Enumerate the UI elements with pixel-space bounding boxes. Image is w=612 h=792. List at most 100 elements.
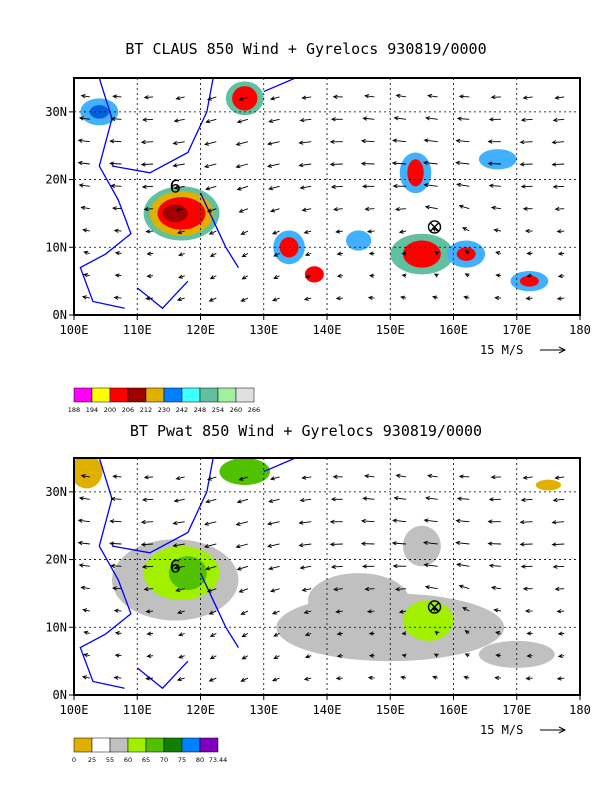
gyre-center-cross bbox=[430, 602, 440, 612]
wind-vector bbox=[422, 540, 438, 545]
colorbar-label: 260 bbox=[230, 406, 242, 414]
wind-vector bbox=[362, 564, 375, 569]
wind-vector bbox=[173, 498, 185, 503]
wind-vector bbox=[176, 677, 185, 682]
x-tick-label: 110E bbox=[123, 323, 152, 337]
wind-vector bbox=[393, 496, 407, 501]
colorbar-swatch bbox=[199, 737, 219, 753]
pwat-shading bbox=[74, 458, 103, 489]
colorbar-label: 73.44 bbox=[209, 756, 228, 764]
colorbar-label: 0 bbox=[72, 756, 76, 764]
wind-vector bbox=[271, 230, 280, 235]
wind-vector bbox=[273, 654, 280, 659]
wind-vector bbox=[238, 208, 249, 213]
wind-vector bbox=[110, 496, 122, 502]
wind-vector bbox=[173, 118, 185, 123]
wind-vector bbox=[392, 518, 407, 523]
wind-vector bbox=[240, 610, 249, 615]
wind-vector bbox=[557, 251, 565, 256]
wind-vector bbox=[173, 565, 185, 570]
wind-vector bbox=[425, 116, 438, 121]
wind-vector bbox=[335, 609, 343, 614]
wind-vector bbox=[423, 138, 438, 143]
wind-vector bbox=[424, 585, 438, 590]
wind-vector bbox=[458, 474, 470, 479]
y-tick-label: 0N bbox=[53, 688, 67, 702]
wind-vector bbox=[113, 675, 122, 680]
y-tick-label: 10N bbox=[45, 620, 67, 634]
wind-vector bbox=[236, 565, 249, 571]
wind-vector bbox=[82, 228, 90, 233]
wind-vector bbox=[336, 631, 343, 636]
wind-vector bbox=[423, 182, 438, 188]
wind-vector bbox=[335, 676, 343, 681]
wind-vector bbox=[401, 653, 407, 658]
wind-vector bbox=[333, 207, 343, 212]
x-tick-label: 100E bbox=[60, 323, 89, 337]
wind-vector bbox=[329, 519, 343, 524]
wind-vector bbox=[241, 275, 249, 280]
wind-vector bbox=[556, 229, 565, 234]
wind-vector bbox=[80, 94, 90, 99]
wind-vector bbox=[238, 588, 249, 593]
pwat-shading bbox=[168, 556, 207, 591]
wind-vector bbox=[273, 252, 280, 257]
wind-vector bbox=[299, 185, 312, 190]
gyre-center-marker bbox=[427, 600, 442, 614]
wind-vector bbox=[360, 518, 375, 524]
cloud-shading bbox=[345, 230, 372, 251]
wind-vector bbox=[241, 252, 249, 258]
wind-vector bbox=[270, 208, 280, 213]
wind-vector bbox=[78, 563, 90, 568]
wind-vector bbox=[114, 653, 122, 658]
wind-vector bbox=[520, 184, 533, 189]
wind-vector bbox=[394, 587, 407, 592]
wind-vector bbox=[464, 630, 470, 635]
colorbar-label: 248 bbox=[194, 406, 206, 414]
wind-vector bbox=[146, 653, 154, 659]
wind-vector bbox=[367, 295, 375, 300]
wind-vector bbox=[83, 250, 90, 255]
wind-vector bbox=[143, 586, 154, 592]
wind-vector bbox=[456, 182, 470, 187]
wind-vector bbox=[427, 473, 438, 479]
wind-vector bbox=[303, 229, 312, 235]
wind-vector bbox=[273, 274, 280, 279]
wind-vector bbox=[236, 498, 249, 504]
wind-vector bbox=[556, 609, 565, 614]
wind-vector bbox=[240, 230, 249, 235]
wind-vector bbox=[367, 675, 375, 680]
wind-vector bbox=[392, 563, 407, 569]
wind-vector bbox=[238, 476, 249, 481]
colorbar-swatch bbox=[145, 387, 165, 403]
wind-vector bbox=[360, 541, 375, 546]
y-tick-label: 30N bbox=[45, 485, 67, 499]
wind-vector bbox=[400, 295, 407, 300]
wind-vector bbox=[175, 95, 185, 101]
wind-vector bbox=[434, 630, 440, 636]
colorbar-swatch bbox=[163, 737, 183, 753]
wind-vector bbox=[140, 519, 154, 525]
wind-vector bbox=[81, 675, 90, 680]
wind-vector bbox=[362, 496, 375, 501]
colorbar-swatch bbox=[109, 737, 129, 753]
wind-vector bbox=[172, 140, 185, 146]
wind-vector bbox=[463, 295, 470, 300]
wind-vector bbox=[557, 653, 565, 659]
wind-vector bbox=[519, 139, 533, 145]
cloud-shading bbox=[402, 240, 441, 268]
wind-vector bbox=[554, 95, 565, 100]
wind-vector bbox=[303, 676, 312, 681]
wind-vector bbox=[366, 229, 375, 234]
vector-reference-arrow bbox=[540, 346, 567, 354]
y-tick-label: 20N bbox=[45, 553, 67, 567]
vector-reference-label: 15 M/S bbox=[480, 343, 523, 357]
wind-vector bbox=[301, 587, 312, 592]
colorbar-label: 25 bbox=[88, 756, 96, 764]
wind-vector bbox=[301, 95, 312, 100]
x-tick-label: 160E bbox=[439, 703, 468, 717]
wind-vector bbox=[206, 476, 217, 481]
wind-vector bbox=[238, 96, 249, 101]
wind-vector bbox=[205, 118, 217, 124]
wind-vector bbox=[113, 608, 122, 613]
